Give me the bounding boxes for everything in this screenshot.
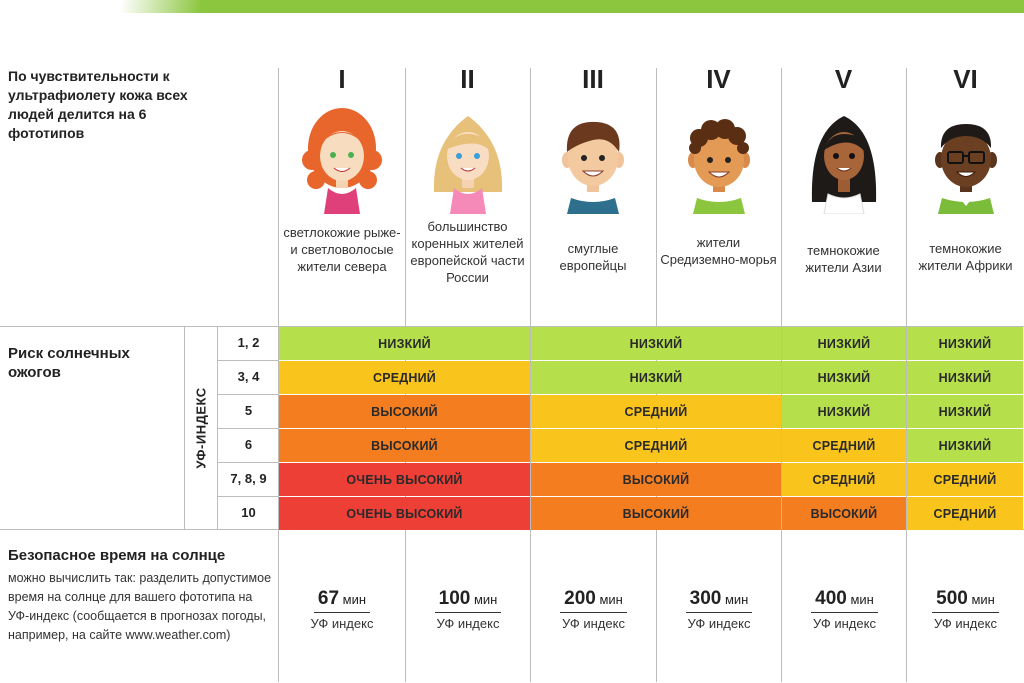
phototype-numeral: III: [531, 64, 655, 95]
risk-cell: СРЕДНИЙ: [782, 463, 906, 496]
risk-cell: НИЗКИЙ: [782, 395, 906, 428]
face-redhead-icon: [302, 102, 382, 214]
phototype-description: жители Средиземно-морья: [659, 234, 778, 268]
phototype-description: темнокожие жители Африки: [909, 240, 1022, 274]
uv-level-label: 7, 8, 9: [218, 471, 279, 486]
minutes-unit: мин: [339, 592, 366, 607]
fraction-denominator: УФ индекс: [656, 616, 782, 631]
phototype-description: большинство коренных жителей европейской…: [408, 218, 527, 286]
fraction-numerator: 400 мин: [811, 588, 878, 613]
risk-cell: ВЫСОКИЙ: [782, 497, 906, 530]
safe-time-fraction: 67 мин УФ индекс: [279, 588, 405, 631]
face-brown-hair-man-icon: [553, 102, 633, 214]
uv-level-label: 10: [218, 505, 279, 520]
risk-cell: НИЗКИЙ: [907, 361, 1023, 394]
safe-time-fraction: 400 мин УФ индекс: [782, 588, 907, 631]
risk-cell: НИЗКИЙ: [907, 429, 1023, 462]
risk-cell: НИЗКИЙ: [782, 361, 906, 394]
divider: [217, 394, 279, 395]
risk-cell: ОЧЕНЬ ВЫСОКИЙ: [279, 497, 530, 530]
phototype-numeral: I: [280, 64, 404, 95]
phototype-numeral: V: [782, 64, 905, 95]
fraction-numerator: 67 мин: [314, 588, 370, 613]
top-accent-bar: [0, 0, 1024, 13]
phototype-column-1: I светлокожие рыже- и светловолосые жите…: [280, 62, 404, 324]
minutes-unit: мин: [470, 592, 497, 607]
safe-time-fraction: 100 мин УФ индекс: [405, 588, 531, 631]
safe-time-description: можно вычислить так: разделить допустимо…: [8, 569, 273, 645]
risk-cell: СРЕДНИЙ: [531, 395, 781, 428]
fraction-numerator: 100 мин: [435, 588, 502, 613]
divider: [217, 462, 279, 463]
face-dark-hair-woman-icon: [804, 102, 884, 214]
phototype-description: смуглые европейцы: [533, 240, 653, 274]
fraction-denominator: УФ индекс: [405, 616, 531, 631]
minutes-unit: мин: [847, 592, 874, 607]
safe-time-fraction: 200 мин УФ индекс: [531, 588, 656, 631]
face-glasses-man-icon: [926, 102, 1006, 214]
risk-cell: НИЗКИЙ: [531, 327, 781, 360]
uv-level-label: 3, 4: [218, 369, 279, 384]
phototype-numeral: VI: [907, 64, 1024, 95]
fraction-numerator: 500 мин: [932, 588, 999, 613]
phototype-column-4: IV жители Средиземно-морья: [657, 62, 780, 324]
fraction-denominator: УФ индекс: [782, 616, 907, 631]
divider: [217, 428, 279, 429]
phototype-column-2: II большинство коренных жителей европейс…: [406, 62, 529, 324]
fraction-denominator: УФ индекс: [531, 616, 656, 631]
minutes-value: 100: [439, 588, 471, 609]
safe-time-fraction: 500 мин УФ индекс: [907, 588, 1024, 631]
divider: [217, 496, 279, 497]
minutes-unit: мин: [968, 592, 995, 607]
risk-cell: ОЧЕНЬ ВЫСОКИЙ: [279, 463, 530, 496]
risk-cell: НИЗКИЙ: [907, 395, 1023, 428]
minutes-value: 400: [815, 588, 847, 609]
risk-cell: СРЕДНИЙ: [907, 463, 1023, 496]
risk-cell: ВЫСОКИЙ: [531, 497, 781, 530]
risk-cell: СРЕДНИЙ: [782, 429, 906, 462]
risk-cell: НИЗКИЙ: [531, 361, 781, 394]
minutes-unit: мин: [721, 592, 748, 607]
intro-title: По чувствительности к ультрафиолету кожа…: [8, 67, 208, 143]
risk-cell: СРЕДНИЙ: [279, 361, 530, 394]
safe-time-title: Безопасное время на солнце: [8, 547, 225, 564]
uv-index-axis-label: УФ-ИНДЕКС: [194, 387, 209, 468]
safe-time-fraction: 300 мин УФ индекс: [656, 588, 782, 631]
uv-level-label: 1, 2: [218, 335, 279, 350]
phototype-column-6: VI темнокожие жители Африки: [907, 62, 1024, 324]
risk-cell: НИЗКИЙ: [782, 327, 906, 360]
minutes-value: 67: [318, 588, 339, 609]
phototype-numeral: II: [406, 64, 529, 95]
risk-cell: ВЫСОКИЙ: [531, 463, 781, 496]
divider: [217, 360, 279, 361]
uv-level-label: 5: [218, 403, 279, 418]
risk-cell: НИЗКИЙ: [279, 327, 530, 360]
fraction-denominator: УФ индекс: [907, 616, 1024, 631]
risk-cell: СРЕДНИЙ: [531, 429, 781, 462]
risk-cell: ВЫСОКИЙ: [279, 429, 530, 462]
face-curly-hair-man-icon: [679, 102, 759, 214]
risk-cell: НИЗКИЙ: [907, 327, 1023, 360]
risk-section-title: Риск солнечных ожогов: [8, 344, 178, 382]
fraction-numerator: 300 мин: [686, 588, 753, 613]
face-blonde-icon: [428, 102, 508, 214]
divider: [184, 326, 185, 529]
minutes-value: 300: [690, 588, 722, 609]
minutes-value: 500: [936, 588, 968, 609]
phototype-column-3: III смуглые европейцы: [531, 62, 655, 324]
risk-cell: СРЕДНИЙ: [907, 497, 1023, 530]
minutes-value: 200: [564, 588, 596, 609]
uv-level-label: 6: [218, 437, 279, 452]
phototype-description: темнокожие жители Азии: [784, 242, 903, 276]
phototype-column-5: V темнокожие жители Азии: [782, 62, 905, 324]
fraction-numerator: 200 мин: [560, 588, 627, 613]
phototype-description: светлокожие рыже- и светловолосые жители…: [282, 224, 402, 275]
phototype-numeral: IV: [657, 64, 780, 95]
fraction-denominator: УФ индекс: [279, 616, 405, 631]
risk-cell: ВЫСОКИЙ: [279, 395, 530, 428]
minutes-unit: мин: [596, 592, 623, 607]
